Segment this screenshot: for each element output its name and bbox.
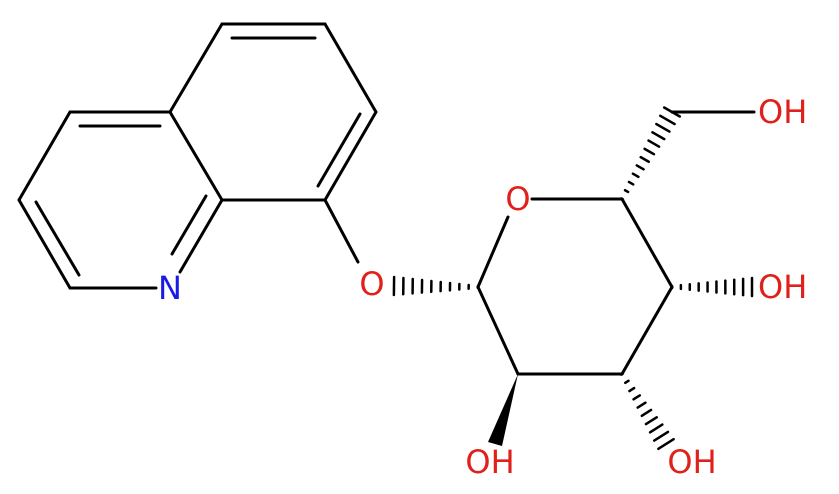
bond bbox=[620, 285, 674, 376]
atom-label: OH bbox=[465, 443, 514, 481]
hash-line bbox=[619, 197, 625, 201]
hash-line bbox=[632, 394, 642, 401]
bond bbox=[178, 198, 224, 274]
bond bbox=[323, 198, 360, 264]
atom-label: OH bbox=[758, 93, 807, 131]
atom-label: O bbox=[505, 180, 530, 218]
hash-line bbox=[651, 131, 666, 141]
hash-line bbox=[640, 408, 653, 418]
hash-line bbox=[662, 106, 682, 118]
bond bbox=[17, 198, 72, 290]
hash-line bbox=[627, 180, 635, 186]
hash-line bbox=[652, 430, 670, 442]
hash-line bbox=[628, 386, 636, 393]
atom-label: N bbox=[158, 269, 182, 307]
atom-label: O bbox=[359, 265, 384, 303]
atom-label: OH bbox=[667, 443, 716, 481]
bond bbox=[34, 200, 81, 277]
hash-line bbox=[647, 139, 661, 148]
bond bbox=[620, 197, 674, 289]
hash-line bbox=[657, 437, 675, 451]
bond bbox=[170, 194, 208, 256]
bond bbox=[168, 22, 224, 114]
hash-line bbox=[623, 188, 630, 194]
hash-line bbox=[635, 164, 645, 171]
hash-line bbox=[648, 423, 664, 434]
bond bbox=[476, 285, 520, 376]
bond bbox=[476, 215, 510, 289]
wedge-bond bbox=[488, 374, 518, 446]
bond bbox=[17, 110, 72, 202]
hash-line bbox=[619, 372, 625, 376]
hashed-bonds bbox=[392, 106, 754, 451]
sugar-bonds bbox=[476, 110, 756, 446]
hash-line bbox=[655, 122, 671, 133]
bond bbox=[323, 22, 378, 114]
atom-label: OH bbox=[758, 268, 807, 306]
hash-line bbox=[659, 114, 676, 126]
hash-line bbox=[639, 155, 650, 164]
hash-line bbox=[644, 416, 658, 426]
quinoline-bonds bbox=[17, 22, 378, 290]
bond bbox=[323, 110, 378, 202]
atom-labels: N O O OH OH OH OH bbox=[158, 93, 807, 481]
bond bbox=[316, 112, 362, 188]
hash-line bbox=[643, 147, 656, 156]
hash-line bbox=[636, 401, 647, 409]
hash-line bbox=[631, 172, 640, 179]
hash-line bbox=[624, 379, 630, 385]
bond bbox=[168, 110, 224, 202]
